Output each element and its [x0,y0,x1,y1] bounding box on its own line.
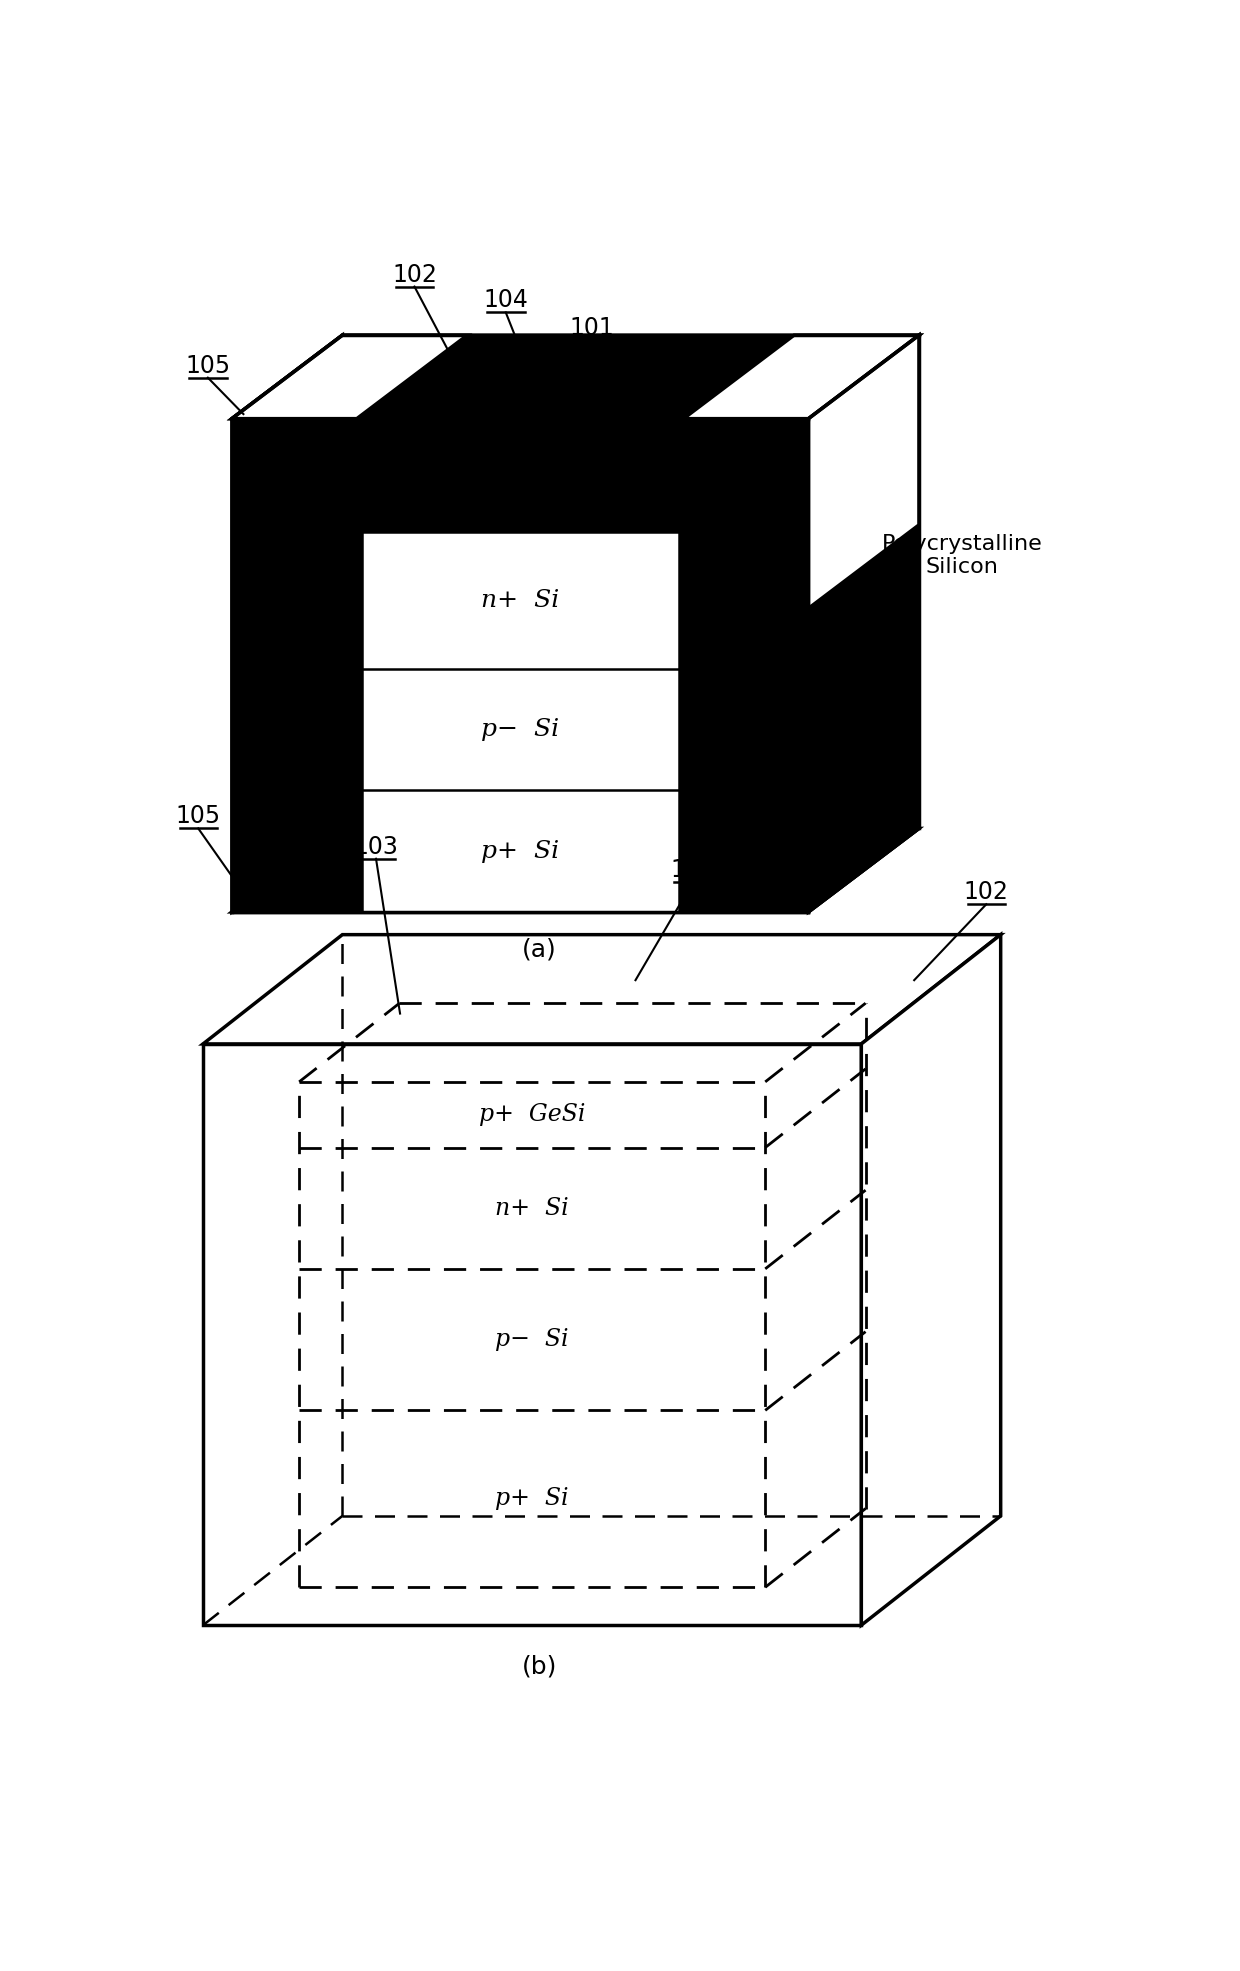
Polygon shape [808,335,919,913]
Polygon shape [862,934,1001,1626]
Text: 101: 101 [671,857,715,881]
Text: n+  Si: n+ Si [481,589,559,613]
Polygon shape [481,398,610,418]
Text: 104: 104 [484,288,528,313]
Polygon shape [232,335,342,913]
Text: 101: 101 [570,315,615,339]
Text: Polycrystalline
Silicon: Polycrystalline Silicon [882,534,1043,578]
Text: p−  Si: p− Si [496,1328,569,1350]
Polygon shape [808,335,919,609]
Text: n+  Si: n+ Si [496,1196,569,1220]
Text: 102: 102 [963,881,1008,905]
Text: 105: 105 [176,804,221,828]
Text: p+  Si: p+ Si [481,840,559,863]
Polygon shape [203,934,1001,1045]
Text: p−  Si: p− Si [481,717,559,741]
Text: 102: 102 [392,262,436,286]
Polygon shape [232,828,919,913]
Polygon shape [232,335,919,418]
Text: p+  Si: p+ Si [496,1488,569,1510]
Text: (a): (a) [522,938,557,962]
Text: 103: 103 [656,337,701,361]
Polygon shape [232,335,467,418]
Polygon shape [362,532,678,913]
Polygon shape [203,1045,862,1626]
Text: 103: 103 [353,836,398,859]
Polygon shape [232,418,808,913]
Text: (b): (b) [522,1654,557,1677]
Text: p+  GeSi: p+ GeSi [479,1104,585,1125]
Polygon shape [683,335,919,418]
Text: 105: 105 [185,353,231,378]
